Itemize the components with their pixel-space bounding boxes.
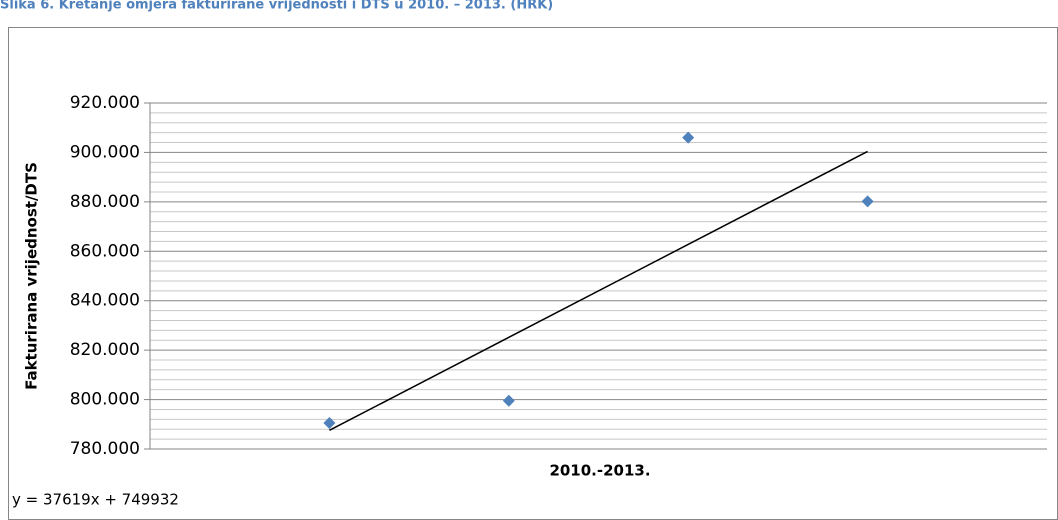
y-tick-label: 800.000 bbox=[70, 390, 140, 410]
trendline bbox=[329, 150, 868, 432]
y-axis-label: Fakturirana vrijednost/DTS bbox=[23, 162, 41, 390]
y-tick-label: 880.000 bbox=[70, 192, 140, 212]
chart-frame bbox=[8, 27, 1058, 520]
chart-title: Slika 6. Kretanje omjera fakturirane vri… bbox=[0, 0, 553, 13]
y-tick-label: 780.000 bbox=[70, 439, 140, 459]
y-tick-label: 840.000 bbox=[70, 291, 140, 311]
data-point bbox=[861, 195, 874, 208]
trendline-equation: y = 37619x + 749932 bbox=[12, 491, 179, 509]
y-tick-label: 820.000 bbox=[70, 340, 140, 360]
y-tick-label: 900.000 bbox=[70, 142, 140, 162]
x-axis-label: 2010.-2013. bbox=[549, 462, 650, 480]
data-point bbox=[323, 417, 336, 430]
data-point bbox=[502, 394, 515, 407]
y-tick-label: 920.000 bbox=[70, 93, 140, 113]
data-point bbox=[682, 131, 695, 144]
y-tick-label: 860.000 bbox=[70, 241, 140, 261]
